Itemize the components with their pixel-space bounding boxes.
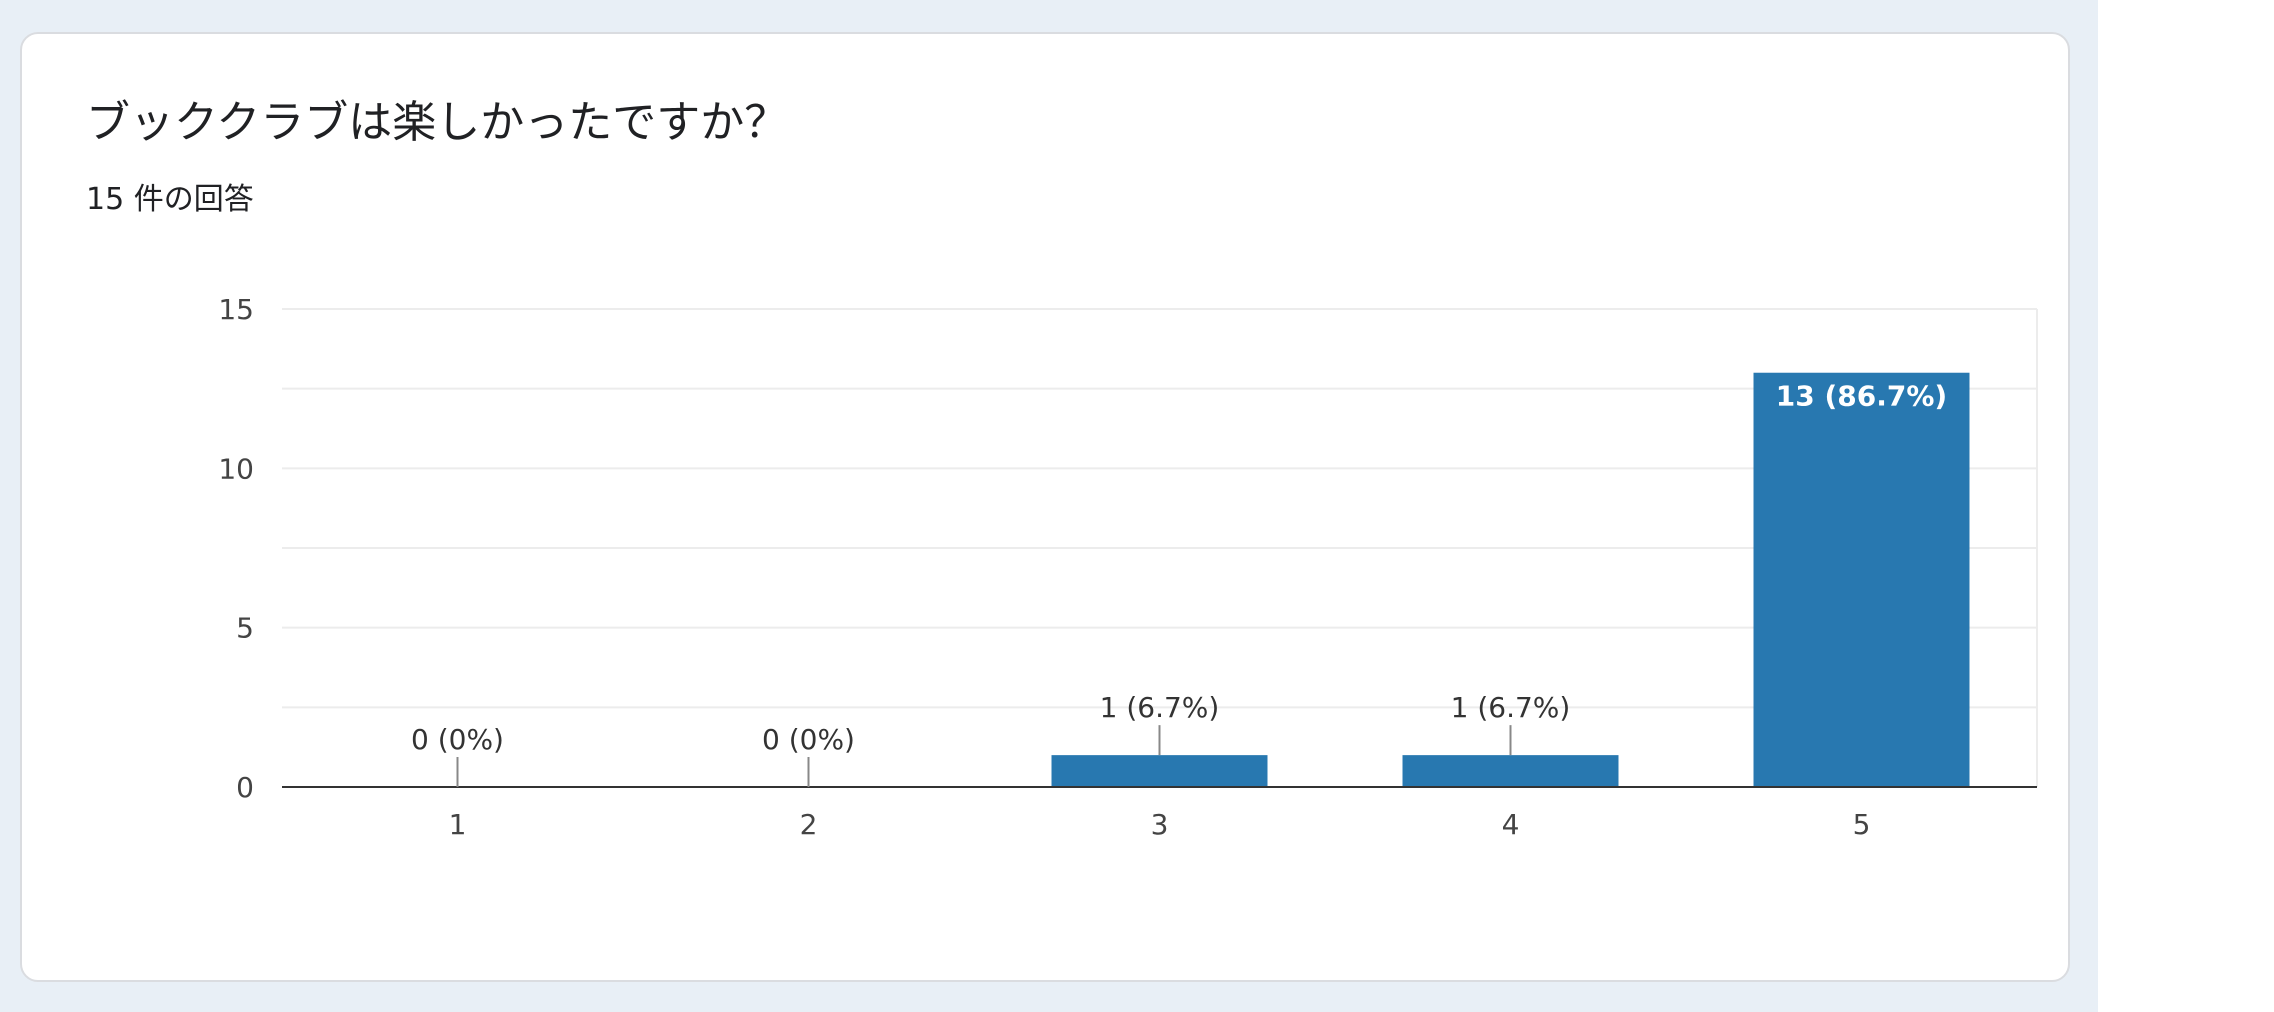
bar-4 <box>1402 755 1619 787</box>
bars <box>1051 372 1970 787</box>
data-label-4: 1 (6.7%) <box>1451 691 1571 724</box>
y-tick-label: 5 <box>236 612 254 645</box>
y-tick-label: 10 <box>218 452 254 485</box>
x-tick-label-1: 1 <box>449 808 467 841</box>
x-axis-tick-labels: 1 2 3 4 5 <box>449 808 1871 841</box>
data-label-3: 1 (6.7%) <box>1100 691 1220 724</box>
x-tick-label-4: 4 <box>1502 808 1520 841</box>
x-tick-label-3: 3 <box>1151 808 1169 841</box>
data-label-1: 0 (0%) <box>411 723 504 756</box>
data-label-2: 0 (0%) <box>762 723 855 756</box>
y-tick-label: 0 <box>236 771 254 804</box>
data-labels: 0 (0%) 0 (0%) 1 (6.7%) 1 (6.7%) 13 (86.7%) <box>411 380 1947 787</box>
question-title: ブッククラブは楽しかったですか？ <box>86 97 789 148</box>
bar-5 <box>1753 372 1970 787</box>
x-tick-label-2: 2 <box>800 808 818 841</box>
grid-lines <box>282 308 2038 787</box>
question-card: ブッククラブは楽しかったですか？ 15 件の回答 0 5 10 15 1 2 3 4 5 0 … <box>20 32 2070 982</box>
response-count: 15 件の回答 <box>86 182 254 217</box>
bar-3 <box>1051 755 1268 787</box>
y-tick-label: 15 <box>218 293 254 326</box>
data-label-5: 13 (86.7%) <box>1776 380 1947 413</box>
x-tick-label-5: 5 <box>1853 808 1871 841</box>
y-axis-tick-labels: 0 5 10 15 <box>218 293 254 804</box>
bar-chart: 0 5 10 15 1 2 3 4 5 0 (0%) 0 (0%) 1 (6.7%) 1 (6.7%… <box>218 293 2038 841</box>
